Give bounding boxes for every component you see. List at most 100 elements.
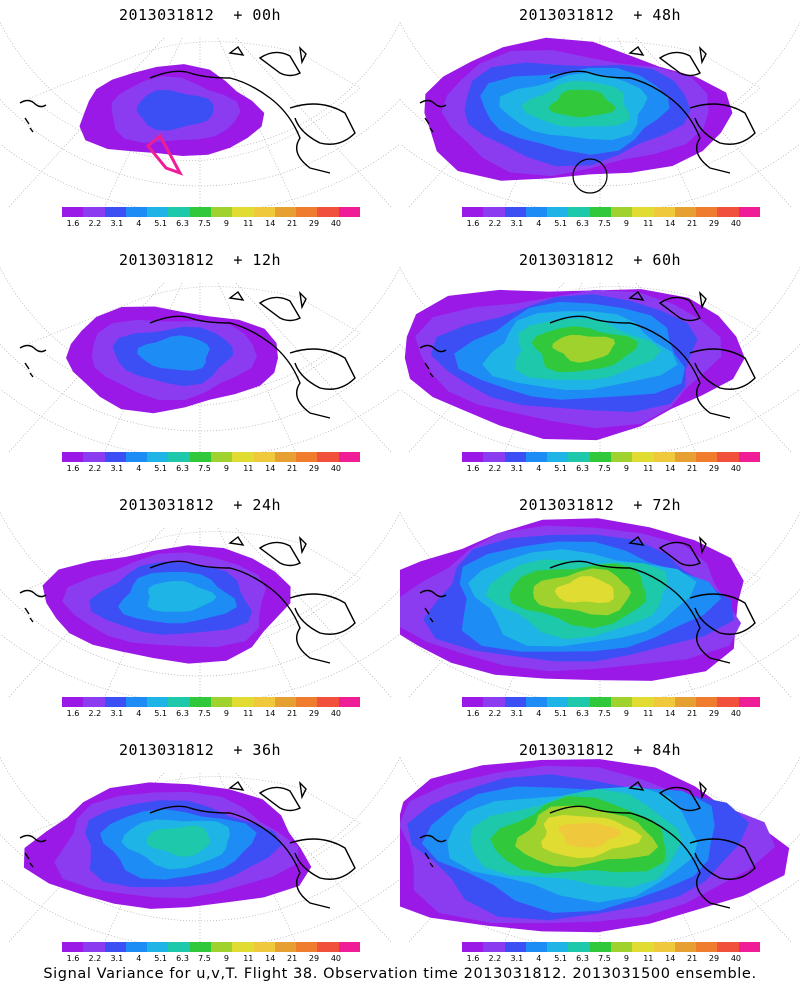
colorbar-tick-label: 9 xyxy=(623,954,629,963)
colorbar-swatch xyxy=(547,942,569,952)
colorbar-swatch xyxy=(589,697,611,707)
colorbar-swatch xyxy=(674,207,697,217)
colorbar-tick-label: 21 xyxy=(287,709,298,718)
colorbar-tick-label: 1.6 xyxy=(466,709,480,718)
colorbar-swatch xyxy=(147,452,169,462)
colorbar-swatch xyxy=(210,697,233,707)
colorbar-ticks: 1.6 2.2 3.1 4 5.1 6.3 7.5 9 11 14 21 29 40 xyxy=(451,709,771,721)
coastline xyxy=(419,290,756,419)
colorbar-tick-label: 2.2 xyxy=(88,954,102,963)
colorbar-swatch xyxy=(253,942,275,952)
colorbar-swatch xyxy=(168,942,190,952)
colorbar-tick-label: 3.1 xyxy=(510,464,524,473)
colorbar-swatch xyxy=(589,942,611,952)
colorbar-swatch xyxy=(674,697,697,707)
colorbar-swatch xyxy=(632,697,654,707)
colorbar-swatch xyxy=(504,942,526,952)
map-panel: 2013031812 + 60h 1.6 2.2 3.1 4 5.1 6.3 7.5 9 11 14… xyxy=(400,245,800,490)
colorbar-tick-label: 7.5 xyxy=(198,219,211,228)
colorbar-tick-label: 9 xyxy=(623,709,629,718)
colorbar-swatch xyxy=(189,942,211,952)
colorbar-swatch xyxy=(653,942,675,952)
map-panel: 2013031812 + 84h 1.6 2.2 3.1 4 5.1 6.3 7.5 9 11 14… xyxy=(400,735,800,980)
colorbar-swatch xyxy=(462,207,484,217)
panel-title: 2013031812 + 12h xyxy=(118,251,282,269)
colorbar-swatch xyxy=(104,697,126,707)
colorbar-tick-label: 14 xyxy=(265,954,276,963)
colorbar-tick-label: 11 xyxy=(243,464,254,473)
coastline xyxy=(419,780,756,909)
colorbar-tick-label: 4 xyxy=(536,219,542,228)
colorbar-swatch xyxy=(253,697,275,707)
colorbar-tick-label: 40 xyxy=(330,709,342,718)
colorbar-tick-label: 7.5 xyxy=(198,464,211,473)
map-panel: 2013031812 + 36h 1.6 2.2 3.1 4 5.1 6.3 7.5 9 11 14… xyxy=(0,735,400,980)
colorbar-swatch xyxy=(296,697,318,707)
map-panel: 2013031812 + 24h 1.6 2.2 3.1 4 5.1 6.3 7.5 9 11 14… xyxy=(0,490,400,735)
colorbar-tick-label: 4 xyxy=(136,219,142,228)
polar-map xyxy=(0,511,400,698)
colorbar-swatch xyxy=(738,452,760,462)
colorbar-swatch xyxy=(104,207,126,217)
variance-contour xyxy=(554,576,614,603)
colorbar-tick-label: 5.1 xyxy=(554,954,568,963)
colorbar-swatch xyxy=(62,207,84,217)
colorbar-swatch xyxy=(62,942,84,952)
colorbar-swatch xyxy=(632,207,654,217)
colorbar-swatch xyxy=(274,697,297,707)
colorbar-tick-label: 29 xyxy=(708,464,720,473)
colorbar-swatch xyxy=(253,452,275,462)
colorbar-swatch xyxy=(168,697,190,707)
colorbar-swatch xyxy=(338,697,360,707)
colorbar-ticks: 1.6 2.2 3.1 4 5.1 6.3 7.5 9 11 14 21 29 40 xyxy=(51,219,371,231)
colorbar-swatch xyxy=(696,697,718,707)
colorbar-swatch xyxy=(525,207,548,217)
colorbar-swatch xyxy=(483,697,505,707)
colorbar-tick-label: 6.3 xyxy=(576,219,589,228)
colorbar-swatch xyxy=(147,697,169,707)
colorbar-swatch xyxy=(253,207,275,217)
colorbar-tick-label: 9 xyxy=(623,464,629,473)
colorbar-tick-label: 29 xyxy=(308,954,320,963)
colorbar-ticks: 1.6 2.2 3.1 4 5.1 6.3 7.5 9 11 14 21 29 40 xyxy=(51,709,371,721)
variance-contour xyxy=(147,581,217,612)
colorbar-tick-label: 9 xyxy=(223,219,229,228)
colorbar-tick-label: 2.2 xyxy=(88,219,102,228)
colorbar-swatch xyxy=(568,452,590,462)
colorbar-swatch xyxy=(125,697,148,707)
colorbar-tick-label: 9 xyxy=(223,954,229,963)
panel-title: 2013031812 + 72h xyxy=(518,496,682,514)
panel-title: 2013031812 + 60h xyxy=(518,251,682,269)
colorbar-swatch xyxy=(83,942,105,952)
colorbar-swatch xyxy=(504,697,526,707)
colorbar-tick-label: 4 xyxy=(136,954,142,963)
colorbar xyxy=(62,452,360,462)
colorbar-swatch xyxy=(232,452,254,462)
colorbar-tick-label: 4 xyxy=(536,464,542,473)
colorbar-tick-label: 6.3 xyxy=(576,709,589,718)
colorbar-swatch xyxy=(568,207,590,217)
colorbar-tick-label: 14 xyxy=(665,219,676,228)
colorbar-tick-label: 5.1 xyxy=(554,464,568,473)
polar-map xyxy=(0,21,400,208)
colorbar-swatch xyxy=(317,207,339,217)
panel-title: 2013031812 + 00h xyxy=(118,6,282,24)
colorbar-tick-label: 3.1 xyxy=(510,709,524,718)
colorbar-tick-label: 7.5 xyxy=(598,954,611,963)
colorbar-tick-label: 5.1 xyxy=(154,464,168,473)
panel-title: 2013031812 + 36h xyxy=(118,741,282,759)
variance-contour xyxy=(558,822,621,848)
colorbar-tick-label: 2.2 xyxy=(88,464,102,473)
colorbar-tick-label: 6.3 xyxy=(576,464,589,473)
colorbar-swatch xyxy=(232,942,254,952)
map-panel: 2013031812 + 48h 1.6 2.2 3.1 4 5.1 6.3 7.5 9 11 14… xyxy=(400,0,800,245)
colorbar-swatch xyxy=(189,207,211,217)
target-circle xyxy=(572,158,608,194)
colorbar-tick-label: 14 xyxy=(265,464,276,473)
colorbar-tick-label: 1.6 xyxy=(466,464,480,473)
colorbar-swatch xyxy=(674,942,697,952)
colorbar-swatch xyxy=(568,942,590,952)
colorbar-tick-label: 14 xyxy=(665,954,676,963)
colorbar xyxy=(62,942,360,952)
colorbar-tick-label: 5.1 xyxy=(154,954,168,963)
